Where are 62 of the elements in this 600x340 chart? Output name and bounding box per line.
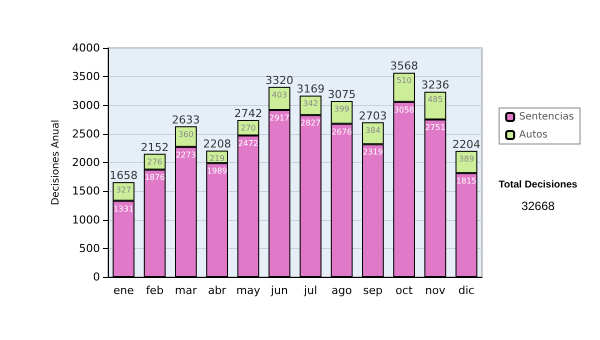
x-tick-label: oct xyxy=(396,284,414,297)
x-tick-label: ago xyxy=(332,284,352,297)
total-label: 2152 xyxy=(140,140,169,154)
total-label: 2633 xyxy=(172,113,200,126)
data-label: 384 xyxy=(365,126,381,135)
x-tick-label: ene xyxy=(113,284,134,297)
total-label: 3236 xyxy=(421,78,450,92)
total-label: 3320 xyxy=(265,74,294,87)
x-tick-label: sep xyxy=(363,284,383,297)
data-label: 360 xyxy=(178,130,194,139)
y-tick-label: 1500 xyxy=(72,184,100,198)
total-label: 3568 xyxy=(390,60,418,73)
y-tick-label: 3500 xyxy=(72,70,100,84)
total-label: 3075 xyxy=(328,88,356,101)
y-tick-label: 500 xyxy=(79,242,100,255)
y-tick-label: 2000 xyxy=(72,156,100,169)
data-label: 1989 xyxy=(206,166,228,176)
data-label: 2472 xyxy=(238,138,258,148)
x-tick-label: jun xyxy=(270,284,288,297)
text: Total Decisiones xyxy=(498,180,578,190)
total-label: 1658 xyxy=(110,169,138,182)
total-label: 2208 xyxy=(203,138,232,151)
total-label: 2204 xyxy=(452,138,480,151)
y-tick-label: 2500 xyxy=(72,127,100,140)
data-label: 270 xyxy=(240,124,256,133)
text: 32668 xyxy=(521,199,556,213)
x-tick-label: feb xyxy=(146,284,164,297)
x-tick-label: abr xyxy=(208,284,227,297)
data-label: 510 xyxy=(396,76,412,86)
data-label: 399 xyxy=(334,104,350,114)
data-label: 2917 xyxy=(269,114,290,122)
x-tick-label: mar xyxy=(174,284,198,297)
legend-label: Autos xyxy=(519,130,548,140)
data-label: 219 xyxy=(209,154,225,164)
data-label: 327 xyxy=(116,186,132,195)
data-label: 403 xyxy=(272,90,288,100)
data-label: 2676 xyxy=(332,127,352,136)
data-label: 485 xyxy=(428,95,443,104)
legend-label: Sentencias xyxy=(519,112,574,122)
y-tick-label: 4000 xyxy=(72,42,100,54)
data-label: 2827 xyxy=(300,118,321,128)
y-tick-label: 0 xyxy=(93,270,100,284)
data-label: 1815 xyxy=(456,176,477,186)
data-label: 2273 xyxy=(176,150,196,160)
y-tick-label: 1000 xyxy=(72,213,100,226)
x-tick-label: dic xyxy=(458,284,474,297)
total-label: 2742 xyxy=(234,107,262,120)
y-tick-label: 3000 xyxy=(72,98,100,112)
data-label: 1331 xyxy=(113,204,134,214)
data-label: 2751 xyxy=(425,123,446,132)
data-label: 2319 xyxy=(362,148,384,157)
data-label: 389 xyxy=(458,154,474,164)
total-label: 3169 xyxy=(296,82,325,96)
data-label: 3058 xyxy=(394,105,414,114)
data-label: 276 xyxy=(147,157,162,166)
x-tick-label: nov xyxy=(425,284,446,297)
data-label: 342 xyxy=(302,99,318,108)
data-label: 1876 xyxy=(144,173,165,182)
total-label: 2703 xyxy=(358,109,387,122)
x-tick-label: jul xyxy=(303,284,318,297)
y-axis-title: Decisiones Anual xyxy=(50,120,62,206)
x-tick-label: may xyxy=(236,284,261,297)
